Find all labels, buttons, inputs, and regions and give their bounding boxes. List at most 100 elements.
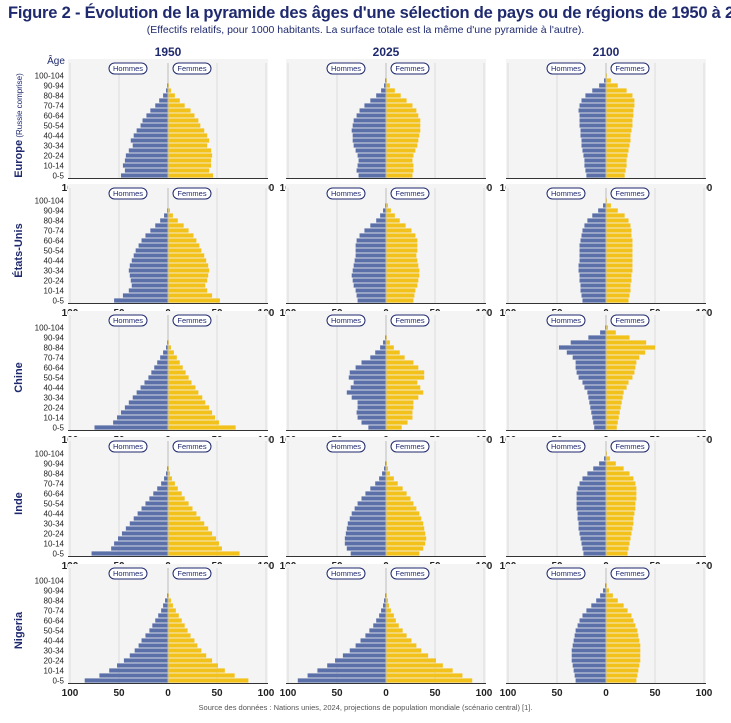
- bar-men-65-69: [359, 233, 386, 238]
- bar-women-5-9: [606, 168, 626, 173]
- column-title-2025: 2025: [373, 45, 400, 59]
- bar-women-75-79: [168, 603, 173, 608]
- x-tick-label: 100: [476, 688, 493, 699]
- bar-men-95-99: [604, 456, 606, 461]
- bar-men-70-74: [364, 228, 386, 233]
- bar-men-45-49: [145, 633, 168, 638]
- bar-men-75-79: [375, 350, 386, 355]
- bar-women-50-54: [606, 123, 633, 128]
- bar-men-15-19: [124, 158, 168, 163]
- bar-men-5-9: [585, 168, 606, 173]
- bar-men-65-69: [158, 613, 168, 618]
- age-tick-label: 50-54: [44, 247, 65, 256]
- bar-women-55-59: [606, 118, 633, 123]
- age-tick-label: 80-84: [44, 597, 65, 606]
- age-tick-label: 70-74: [44, 227, 65, 236]
- age-tick-label: 80-84: [44, 470, 65, 479]
- bar-men-65-69: [581, 233, 606, 238]
- bar-women-30-34: [606, 648, 641, 653]
- bar-men-10-14: [357, 415, 386, 420]
- bar-men-25-29: [129, 653, 168, 658]
- bar-men-60-64: [579, 618, 606, 623]
- bar-women-15-19: [606, 283, 631, 288]
- bar-men-25-29: [346, 526, 386, 531]
- bar-men-75-79: [159, 98, 168, 103]
- age-tick-label: 60-64: [44, 237, 65, 246]
- women-pill: [610, 187, 650, 200]
- bar-men-50-54: [579, 123, 606, 128]
- bar-men-55-59: [152, 623, 168, 628]
- women-pill: [172, 314, 212, 327]
- bar-men-20-24: [345, 531, 386, 536]
- age-tick-label: 100-104: [35, 72, 65, 81]
- men-pill: [326, 187, 366, 200]
- bar-women-30-34: [168, 395, 203, 400]
- bar-men-5-9: [307, 673, 386, 678]
- bar-women-0-5: [606, 678, 637, 683]
- bar-women-35-39: [386, 263, 419, 268]
- bar-men-30-34: [351, 395, 386, 400]
- row-label-sub: (Russie comprise): [15, 73, 24, 140]
- bar-women-5-9: [168, 420, 219, 425]
- bar-women-90-94: [606, 83, 618, 88]
- bar-women-75-79: [606, 350, 646, 355]
- bar-women-40-44: [386, 258, 418, 263]
- bar-women-5-9: [606, 293, 630, 298]
- age-tick-label: 50-54: [44, 500, 65, 509]
- bar-men-75-79: [379, 476, 386, 481]
- bar-men-30-34: [353, 143, 386, 148]
- bar-men-75-79: [370, 98, 386, 103]
- bar-women-30-34: [606, 268, 633, 273]
- bar-men-60-64: [141, 238, 168, 243]
- bar-women-0-5: [386, 678, 473, 683]
- men-pill-label: Hommes: [331, 64, 361, 73]
- bar-women-75-79: [606, 476, 634, 481]
- bar-men-35-39: [352, 138, 386, 143]
- bar-women-40-44: [606, 385, 627, 390]
- bar-women-90-94: [606, 461, 616, 466]
- row-label-name: Chine: [13, 362, 25, 393]
- age-tick-label: 40-44: [44, 637, 65, 646]
- bar-women-10-14: [168, 668, 225, 673]
- bar-men-70-74: [155, 103, 168, 108]
- bar-men-5-9: [113, 420, 168, 425]
- bar-women-65-69: [386, 108, 417, 113]
- bar-women-60-64: [606, 491, 637, 496]
- bar-men-15-19: [131, 283, 168, 288]
- bar-men-60-64: [580, 238, 606, 243]
- age-tick-label: 30-34: [44, 394, 65, 403]
- bar-men-20-24: [124, 405, 168, 410]
- bar-women-85-89: [606, 466, 624, 471]
- age-tick-label: 10-14: [44, 287, 65, 296]
- bar-men-60-64: [355, 365, 386, 370]
- bar-women-5-9: [168, 546, 222, 551]
- bar-men-85-89: [381, 88, 386, 93]
- bar-women-80-84: [606, 218, 629, 223]
- age-axis-label: Âge: [47, 54, 65, 67]
- bar-men-70-74: [160, 355, 168, 360]
- bar-women-65-69: [606, 360, 637, 365]
- bar-men-5-9: [124, 168, 168, 173]
- bar-men-55-59: [142, 118, 168, 123]
- women-pill-label: Femmes: [177, 189, 206, 198]
- women-pill-label: Femmes: [177, 569, 206, 578]
- bar-women-65-69: [606, 233, 632, 238]
- bar-men-60-64: [146, 113, 168, 118]
- age-tick-label: 20-24: [44, 657, 65, 666]
- women-pill-label: Femmes: [615, 64, 644, 73]
- bar-men-25-29: [578, 526, 606, 531]
- bar-women-50-54: [168, 375, 189, 380]
- bar-women-10-14: [606, 541, 630, 546]
- bar-men-20-24: [579, 278, 606, 283]
- bar-men-75-79: [566, 350, 606, 355]
- bar-men-45-49: [144, 380, 168, 385]
- bar-men-75-79: [383, 603, 386, 608]
- bar-men-40-44: [573, 638, 606, 643]
- bar-men-75-79: [584, 223, 606, 228]
- age-tick-label: 40-44: [44, 510, 65, 519]
- bar-men-80-84: [384, 598, 386, 603]
- bar-women-55-59: [386, 243, 418, 248]
- bar-men-35-39: [587, 390, 606, 395]
- bar-men-40-44: [131, 258, 168, 263]
- bar-women-35-39: [606, 138, 631, 143]
